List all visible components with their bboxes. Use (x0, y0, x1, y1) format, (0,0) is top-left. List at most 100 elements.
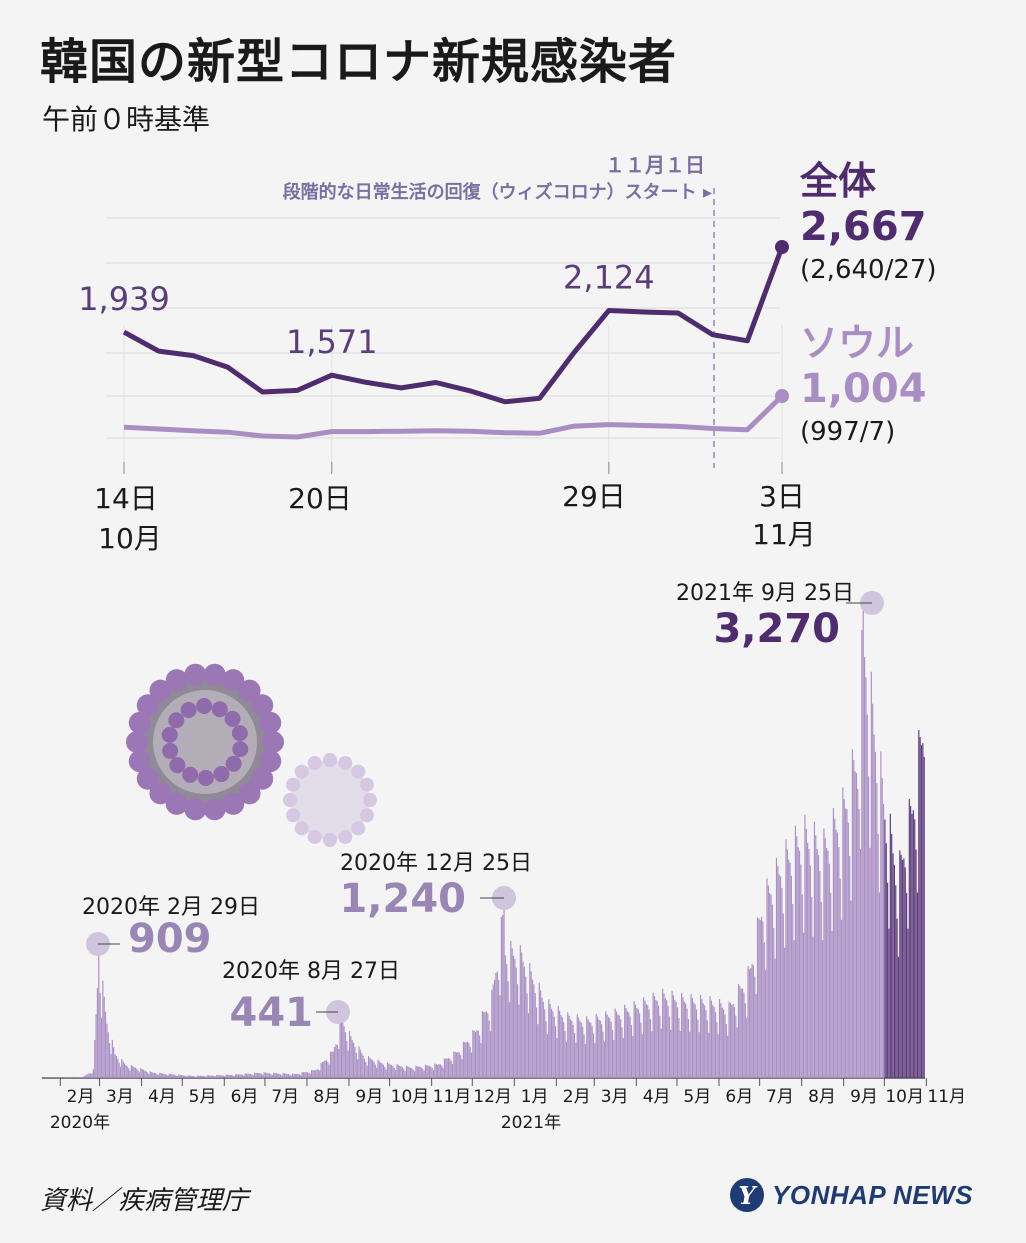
bar (735, 1015, 737, 1078)
bar (235, 1074, 237, 1078)
bar (161, 1073, 164, 1078)
bar (690, 993, 692, 1078)
bar (628, 1012, 630, 1078)
bar (565, 1041, 567, 1078)
bar (613, 1040, 615, 1078)
bar (920, 745, 923, 1078)
bar (331, 1051, 333, 1078)
bar (529, 963, 531, 1078)
bar (853, 760, 855, 1078)
bar (100, 1017, 103, 1078)
bar (148, 1074, 150, 1078)
bar (167, 1075, 169, 1078)
bar (390, 1064, 393, 1078)
bar (344, 1032, 347, 1078)
x-tick-label: 14日 (94, 482, 158, 515)
peak-value: 909 (128, 916, 212, 962)
bar (712, 1005, 714, 1078)
virus-spike (184, 663, 207, 686)
virus-spike (262, 731, 284, 753)
bar (386, 1062, 389, 1078)
bar (682, 997, 684, 1078)
bar (442, 1067, 444, 1078)
bar (156, 1074, 158, 1078)
bar (252, 1075, 254, 1078)
peak-value: 3,270 (713, 606, 840, 652)
bar (630, 1025, 633, 1078)
bar (298, 1074, 300, 1078)
bar (118, 1062, 120, 1078)
bar (614, 1008, 616, 1078)
bar (602, 1031, 604, 1078)
virus-spike (225, 755, 242, 772)
bar (102, 980, 104, 1078)
bar (313, 1070, 315, 1078)
bar (213, 1075, 215, 1078)
bar (847, 822, 849, 1078)
bar (465, 1042, 467, 1078)
series-end-point-total (775, 240, 789, 254)
virus-spike (180, 701, 197, 718)
bar (794, 825, 797, 1078)
bar (420, 1067, 422, 1078)
bar (899, 850, 901, 1078)
bar (65, 1077, 67, 1078)
bar (128, 1068, 130, 1078)
peak-annotation: 2021年 9月 25日 3,270 (676, 581, 884, 652)
bar (629, 1016, 631, 1078)
bar (647, 1005, 649, 1078)
bar (786, 849, 788, 1078)
bar (697, 1019, 699, 1078)
bar (172, 1074, 174, 1078)
bar (198, 1075, 200, 1078)
bar (503, 895, 505, 1078)
bar (140, 1068, 142, 1078)
bar (546, 1034, 548, 1078)
bar (908, 799, 910, 1078)
bar (855, 773, 858, 1078)
bar (797, 847, 799, 1078)
bar (244, 1073, 246, 1078)
bar (869, 847, 871, 1078)
bar (652, 992, 654, 1078)
bar (685, 1003, 687, 1078)
bar (427, 1065, 429, 1078)
bar (294, 1074, 296, 1078)
virus-spike (149, 782, 172, 805)
bar (755, 994, 757, 1078)
bar (226, 1074, 229, 1078)
bar (901, 860, 904, 1078)
bar (122, 1061, 124, 1078)
bar (538, 982, 540, 1078)
bar (779, 876, 782, 1078)
bar (923, 756, 925, 1078)
bar (439, 1064, 441, 1078)
x-tick-label: 12月 (473, 1087, 512, 1107)
bar (554, 1026, 557, 1078)
bar (248, 1073, 250, 1078)
bar (476, 1030, 478, 1078)
bar (130, 1065, 132, 1078)
bar (653, 996, 656, 1078)
bar (752, 965, 755, 1078)
bar (643, 997, 645, 1078)
bar (553, 1016, 555, 1078)
bar (632, 1036, 634, 1078)
bar (906, 893, 908, 1078)
bar (90, 1073, 92, 1078)
virus-spike (351, 821, 366, 836)
bar (857, 789, 859, 1078)
bar (342, 1022, 344, 1078)
bar (916, 892, 919, 1078)
virus-spike (294, 821, 309, 836)
x-tick-label: 3月 (106, 1087, 134, 1107)
bar (245, 1073, 248, 1078)
bar (805, 828, 807, 1078)
bar (807, 842, 809, 1078)
bar (423, 1070, 425, 1078)
bar (876, 783, 878, 1078)
bar (262, 1074, 264, 1078)
bar (428, 1065, 431, 1078)
bar (384, 1066, 386, 1078)
bar (664, 998, 666, 1078)
